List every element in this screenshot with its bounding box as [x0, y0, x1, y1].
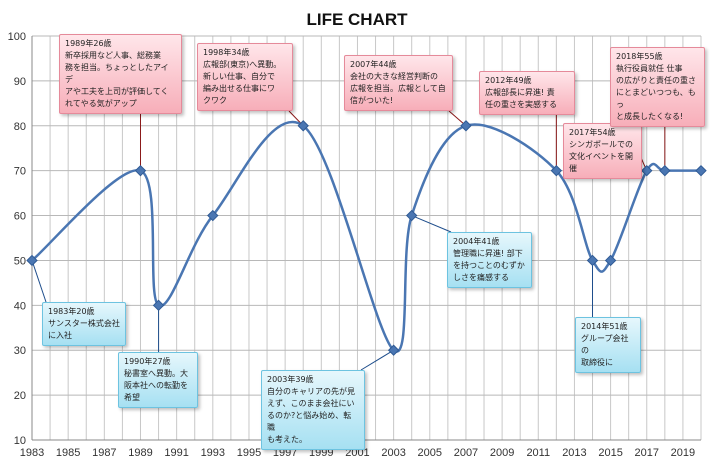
annotation-box: 2003年39歳 自分のキャリアの先が見 えず、このまま会社にい るのか?と悩み…	[261, 370, 365, 450]
x-tick-label: 2019	[671, 447, 695, 459]
y-tick-label: 20	[14, 390, 26, 402]
x-tick-label: 2015	[598, 447, 622, 459]
annotation-box: 2018年55歳 執行役員就任 仕事 の広がりと責任の重さ にとまどいつつも、も…	[610, 47, 705, 127]
x-tick-label: 1999	[309, 447, 333, 459]
x-tick-label: 1987	[92, 447, 116, 459]
annotation-box: 1990年27歳 秘書室へ異動。大 阪本社への転勤を 希望	[118, 352, 198, 408]
data-marker	[550, 164, 563, 177]
annotation-box: 2014年51歳 グループ会社の 取締役に	[575, 317, 641, 373]
x-tick-label: 1983	[20, 447, 44, 459]
annotation-box: 2017年54歳 シンガポールでの 文化イベントを開催	[563, 123, 642, 179]
y-tick-label: 80	[14, 121, 26, 133]
data-marker	[134, 164, 147, 177]
y-tick-label: 100	[8, 31, 26, 43]
x-tick-label: 2009	[490, 447, 514, 459]
x-tick-label: 2017	[635, 447, 659, 459]
chart-title: LIFE CHART	[306, 10, 408, 29]
annotation-leader	[360, 349, 394, 371]
y-tick-label: 10	[14, 435, 26, 447]
x-tick-label: 2007	[454, 447, 478, 459]
data-marker	[460, 120, 472, 132]
data-marker	[695, 164, 707, 177]
y-tick-label: 30	[14, 345, 26, 357]
x-tick-label: 1989	[128, 447, 152, 459]
data-marker	[207, 209, 219, 222]
annotation-box: 1998年34歳 広報部(東京)へ異動。 新しい仕事、自分で 編み出せる仕事にワ…	[197, 43, 293, 111]
data-marker	[641, 164, 653, 177]
y-tick-label: 70	[14, 166, 26, 178]
annotation-box: 1989年26歳 新卒採用など人事、総務業 務を担当。ちょっとしたアイデ アや工…	[59, 34, 182, 114]
data-marker	[26, 254, 38, 267]
data-marker	[152, 299, 165, 312]
data-marker	[604, 254, 617, 267]
annotation-box: 1983年20歳 サンスター株式会社 に入社	[42, 302, 126, 346]
x-tick-label: 2003	[381, 447, 405, 459]
x-tick-label: 1985	[56, 447, 80, 459]
data-marker	[405, 209, 418, 222]
annotation-box: 2012年49歳 広報部長に昇進! 責 任の重さを実感する	[479, 71, 575, 115]
y-tick-label: 60	[14, 211, 26, 223]
annotation-leader	[411, 215, 452, 233]
y-tick-label: 40	[14, 300, 26, 312]
x-tick-label: 2005	[418, 447, 442, 459]
annotation-leaders	[31, 110, 666, 371]
x-tick-label: 1991	[164, 447, 188, 459]
x-tick-label: 1993	[201, 447, 225, 459]
data-marker	[659, 164, 671, 177]
annotation-box: 2007年44歳 会社の大きな経営判断の 広報を担当。広報として自 信がついた!	[344, 55, 453, 111]
x-tick-label: 2011	[526, 447, 550, 459]
data-marker	[586, 254, 599, 267]
y-tick-label: 90	[14, 76, 26, 88]
data-marker	[387, 344, 400, 356]
axes: 10 20 30 40 50 60 70 80 90 100 1983 1985 1987 1989 199…	[8, 31, 701, 459]
y-tick-label: 50	[14, 255, 26, 267]
annotation-leader	[31, 260, 47, 303]
x-tick-label: 2013	[562, 447, 586, 459]
data-marker	[297, 120, 309, 132]
x-tick-label: 1995	[237, 447, 261, 459]
annotation-box: 2004年41歳 管理職に昇進! 部下 を持つことのむずか しさを痛感する	[447, 232, 532, 288]
x-tick-label: 2001	[345, 447, 369, 459]
data-markers	[26, 120, 707, 356]
x-tick-label: 1997	[273, 447, 297, 459]
